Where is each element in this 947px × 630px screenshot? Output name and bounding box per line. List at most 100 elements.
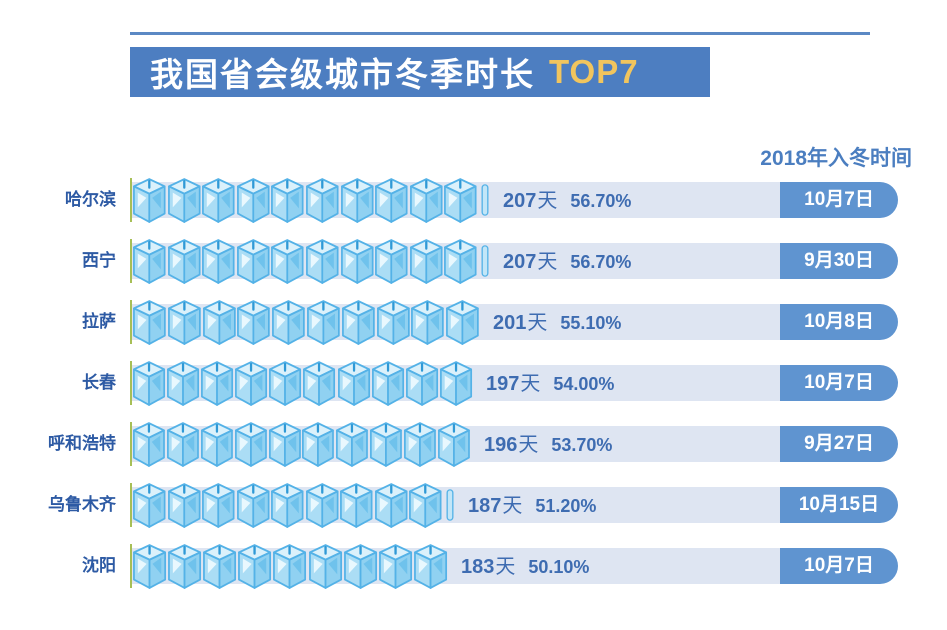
ice-cube-icon — [446, 300, 479, 345]
ice-cube-icon — [378, 544, 412, 589]
ice-cube-icon — [168, 544, 202, 589]
percent-value: 51.20% — [535, 496, 597, 516]
ice-cube-icon — [375, 178, 408, 223]
days-value: 207 — [503, 251, 537, 273]
bar-icons — [132, 299, 484, 345]
ice-cube-icon — [238, 544, 272, 589]
days-value: 196 — [484, 434, 518, 456]
ice-sliver-icon — [446, 489, 454, 521]
bar-icons — [132, 421, 475, 467]
date-badge: 9月27日 — [780, 426, 898, 462]
ice-cube-icon — [268, 422, 301, 467]
ice-cube-icon — [303, 361, 336, 406]
table-row: 哈尔滨 207天 56.70% 10月7日 — [0, 178, 947, 223]
axis-tick — [130, 239, 132, 283]
ice-cube-icon — [376, 300, 410, 345]
table-row: 拉萨 201天 55.10% 10月8日 — [0, 300, 947, 345]
days-value: 187 — [468, 495, 502, 517]
city-label: 西宁 — [82, 251, 116, 270]
axis-tick — [130, 422, 132, 466]
ice-cube-icon — [202, 483, 235, 528]
ice-cube-icon — [439, 361, 472, 406]
day-unit-label: 天 — [527, 310, 548, 334]
day-unit-label: 天 — [502, 493, 523, 517]
city-label: 沈阳 — [82, 556, 116, 575]
table-row: 西宁 207天 56.70% 9月30日 — [0, 239, 947, 284]
ice-cube-icon — [167, 178, 201, 223]
bar-icons — [132, 543, 452, 589]
axis-tick — [130, 544, 132, 588]
page-title: 我国省会级城市冬季时长 — [150, 56, 535, 93]
day-unit-label: 天 — [537, 249, 558, 273]
date-column-header: 2018年入冬时间 — [760, 147, 912, 170]
ice-cube-icon — [307, 300, 340, 345]
ice-cube-icon — [413, 544, 447, 589]
city-label: 哈尔滨 — [65, 190, 116, 209]
ice-sliver-icon — [481, 245, 489, 277]
ice-cube-icon — [343, 544, 377, 589]
percent-value: 56.70% — [570, 191, 632, 211]
date-badge: 10月7日 — [780, 548, 898, 584]
table-row: 长春 197天 54.00% 10月7日 — [0, 361, 947, 406]
date-badge: 9月30日 — [780, 243, 898, 279]
percent-value: 50.10% — [528, 557, 590, 577]
ice-cube-icon — [235, 361, 268, 406]
ice-cube-icon — [409, 483, 442, 528]
ice-cube-icon — [405, 361, 438, 406]
day-unit-label: 天 — [537, 188, 558, 212]
ice-cube-icon — [166, 422, 199, 467]
ice-cube-icon — [133, 422, 165, 467]
city-label: 拉萨 — [82, 312, 116, 331]
bar-value: 207天 56.70% — [503, 243, 631, 279]
bar-icons — [132, 360, 477, 406]
ice-cube-icon — [167, 483, 201, 528]
ice-cube-icon — [236, 239, 270, 284]
axis-tick — [130, 483, 132, 527]
ice-cube-icon — [133, 483, 166, 528]
city-label: 呼和浩特 — [48, 434, 116, 453]
axis-tick — [130, 178, 132, 222]
ice-cube-icon — [438, 422, 470, 467]
ice-cube-icon — [234, 422, 267, 467]
top7-badge: TOP7 — [549, 53, 639, 90]
ice-cube-icon — [201, 361, 234, 406]
ice-cube-icon — [404, 422, 436, 467]
bar-icons — [132, 238, 494, 284]
ice-cube-icon — [411, 300, 445, 345]
ice-cube-icon — [409, 178, 443, 223]
date-badge: 10月8日 — [780, 304, 898, 340]
day-unit-label: 天 — [495, 554, 516, 578]
date-badge: 10月7日 — [780, 182, 898, 218]
days-value: 201 — [493, 312, 527, 334]
ice-cube-icon — [336, 422, 369, 467]
city-label: 乌鲁木齐 — [48, 495, 116, 514]
top-divider — [130, 32, 870, 35]
ice-cube-icon — [133, 178, 166, 223]
title-banner: 我国省会级城市冬季时长 TOP7 — [130, 47, 710, 97]
ice-cube-icon — [375, 239, 408, 284]
ice-cube-icon — [269, 361, 302, 406]
ice-cube-icon — [374, 483, 408, 528]
bar-icons — [132, 177, 494, 223]
percent-value: 54.00% — [553, 374, 615, 394]
ice-cube-icon — [340, 483, 373, 528]
ice-cube-icon — [236, 483, 270, 528]
date-badge: 10月15日 — [780, 487, 898, 523]
ice-cube-icon — [371, 361, 404, 406]
days-value: 197 — [486, 373, 520, 395]
ice-cube-icon — [202, 239, 235, 284]
ice-cube-icon — [236, 178, 270, 223]
bar-track — [130, 548, 780, 584]
ice-sliver-icon — [481, 184, 489, 216]
ice-cube-icon — [337, 361, 370, 406]
ice-cube-icon — [370, 422, 403, 467]
table-row: 沈阳 183天 50.10% 10月7日 — [0, 544, 947, 589]
percent-value: 53.70% — [551, 435, 613, 455]
ice-cube-icon — [167, 239, 201, 284]
percent-value: 56.70% — [570, 252, 632, 272]
ice-cube-icon — [133, 239, 166, 284]
ice-cube-icon — [167, 361, 200, 406]
ice-cube-icon — [200, 422, 233, 467]
date-badge: 10月7日 — [780, 365, 898, 401]
